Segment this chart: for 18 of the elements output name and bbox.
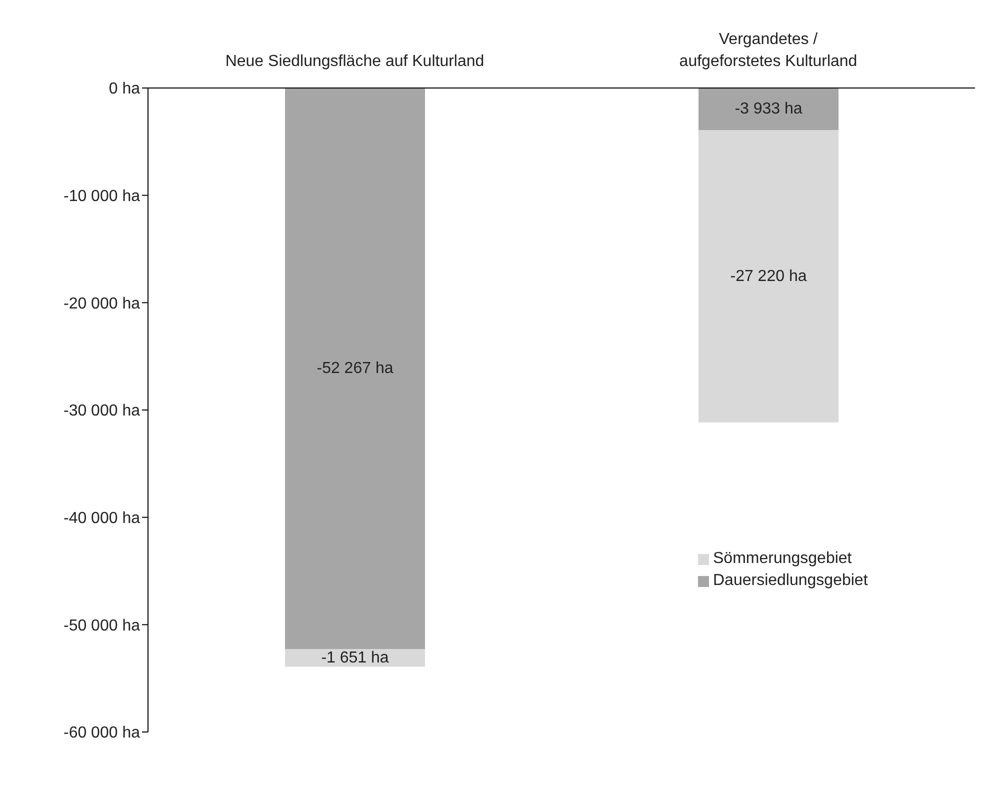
bar xyxy=(698,88,838,130)
data-label: -3 933 ha xyxy=(734,100,802,118)
y-tick-label: -50 000 ha xyxy=(63,617,140,634)
bar xyxy=(285,88,425,649)
bar xyxy=(698,130,838,422)
y-tick-label: 0 ha xyxy=(108,80,140,98)
y-tick-label: -40 000 ha xyxy=(63,510,140,528)
y-tick-label: -30 000 ha xyxy=(63,402,140,420)
legend-label: Dauersiedlungsgebiet xyxy=(713,572,868,590)
y-tick-label: -20 000 ha xyxy=(63,295,140,312)
x-tick-label: Neue Siedlungsfläche auf Kulturland xyxy=(225,53,484,70)
data-label: -1 651 ha xyxy=(321,649,389,666)
legend-label: Sömmerungsgebiet xyxy=(713,550,852,568)
data-label: -27 220 ha xyxy=(730,268,807,285)
y-tick-label: -60 000 ha xyxy=(63,724,140,742)
data-label: -52 267 ha xyxy=(316,360,394,377)
y-tick-label: -10 000 ha xyxy=(63,188,140,206)
x-tick-label: Vergandetes / aufgeforstetes Kulturland xyxy=(679,31,858,70)
